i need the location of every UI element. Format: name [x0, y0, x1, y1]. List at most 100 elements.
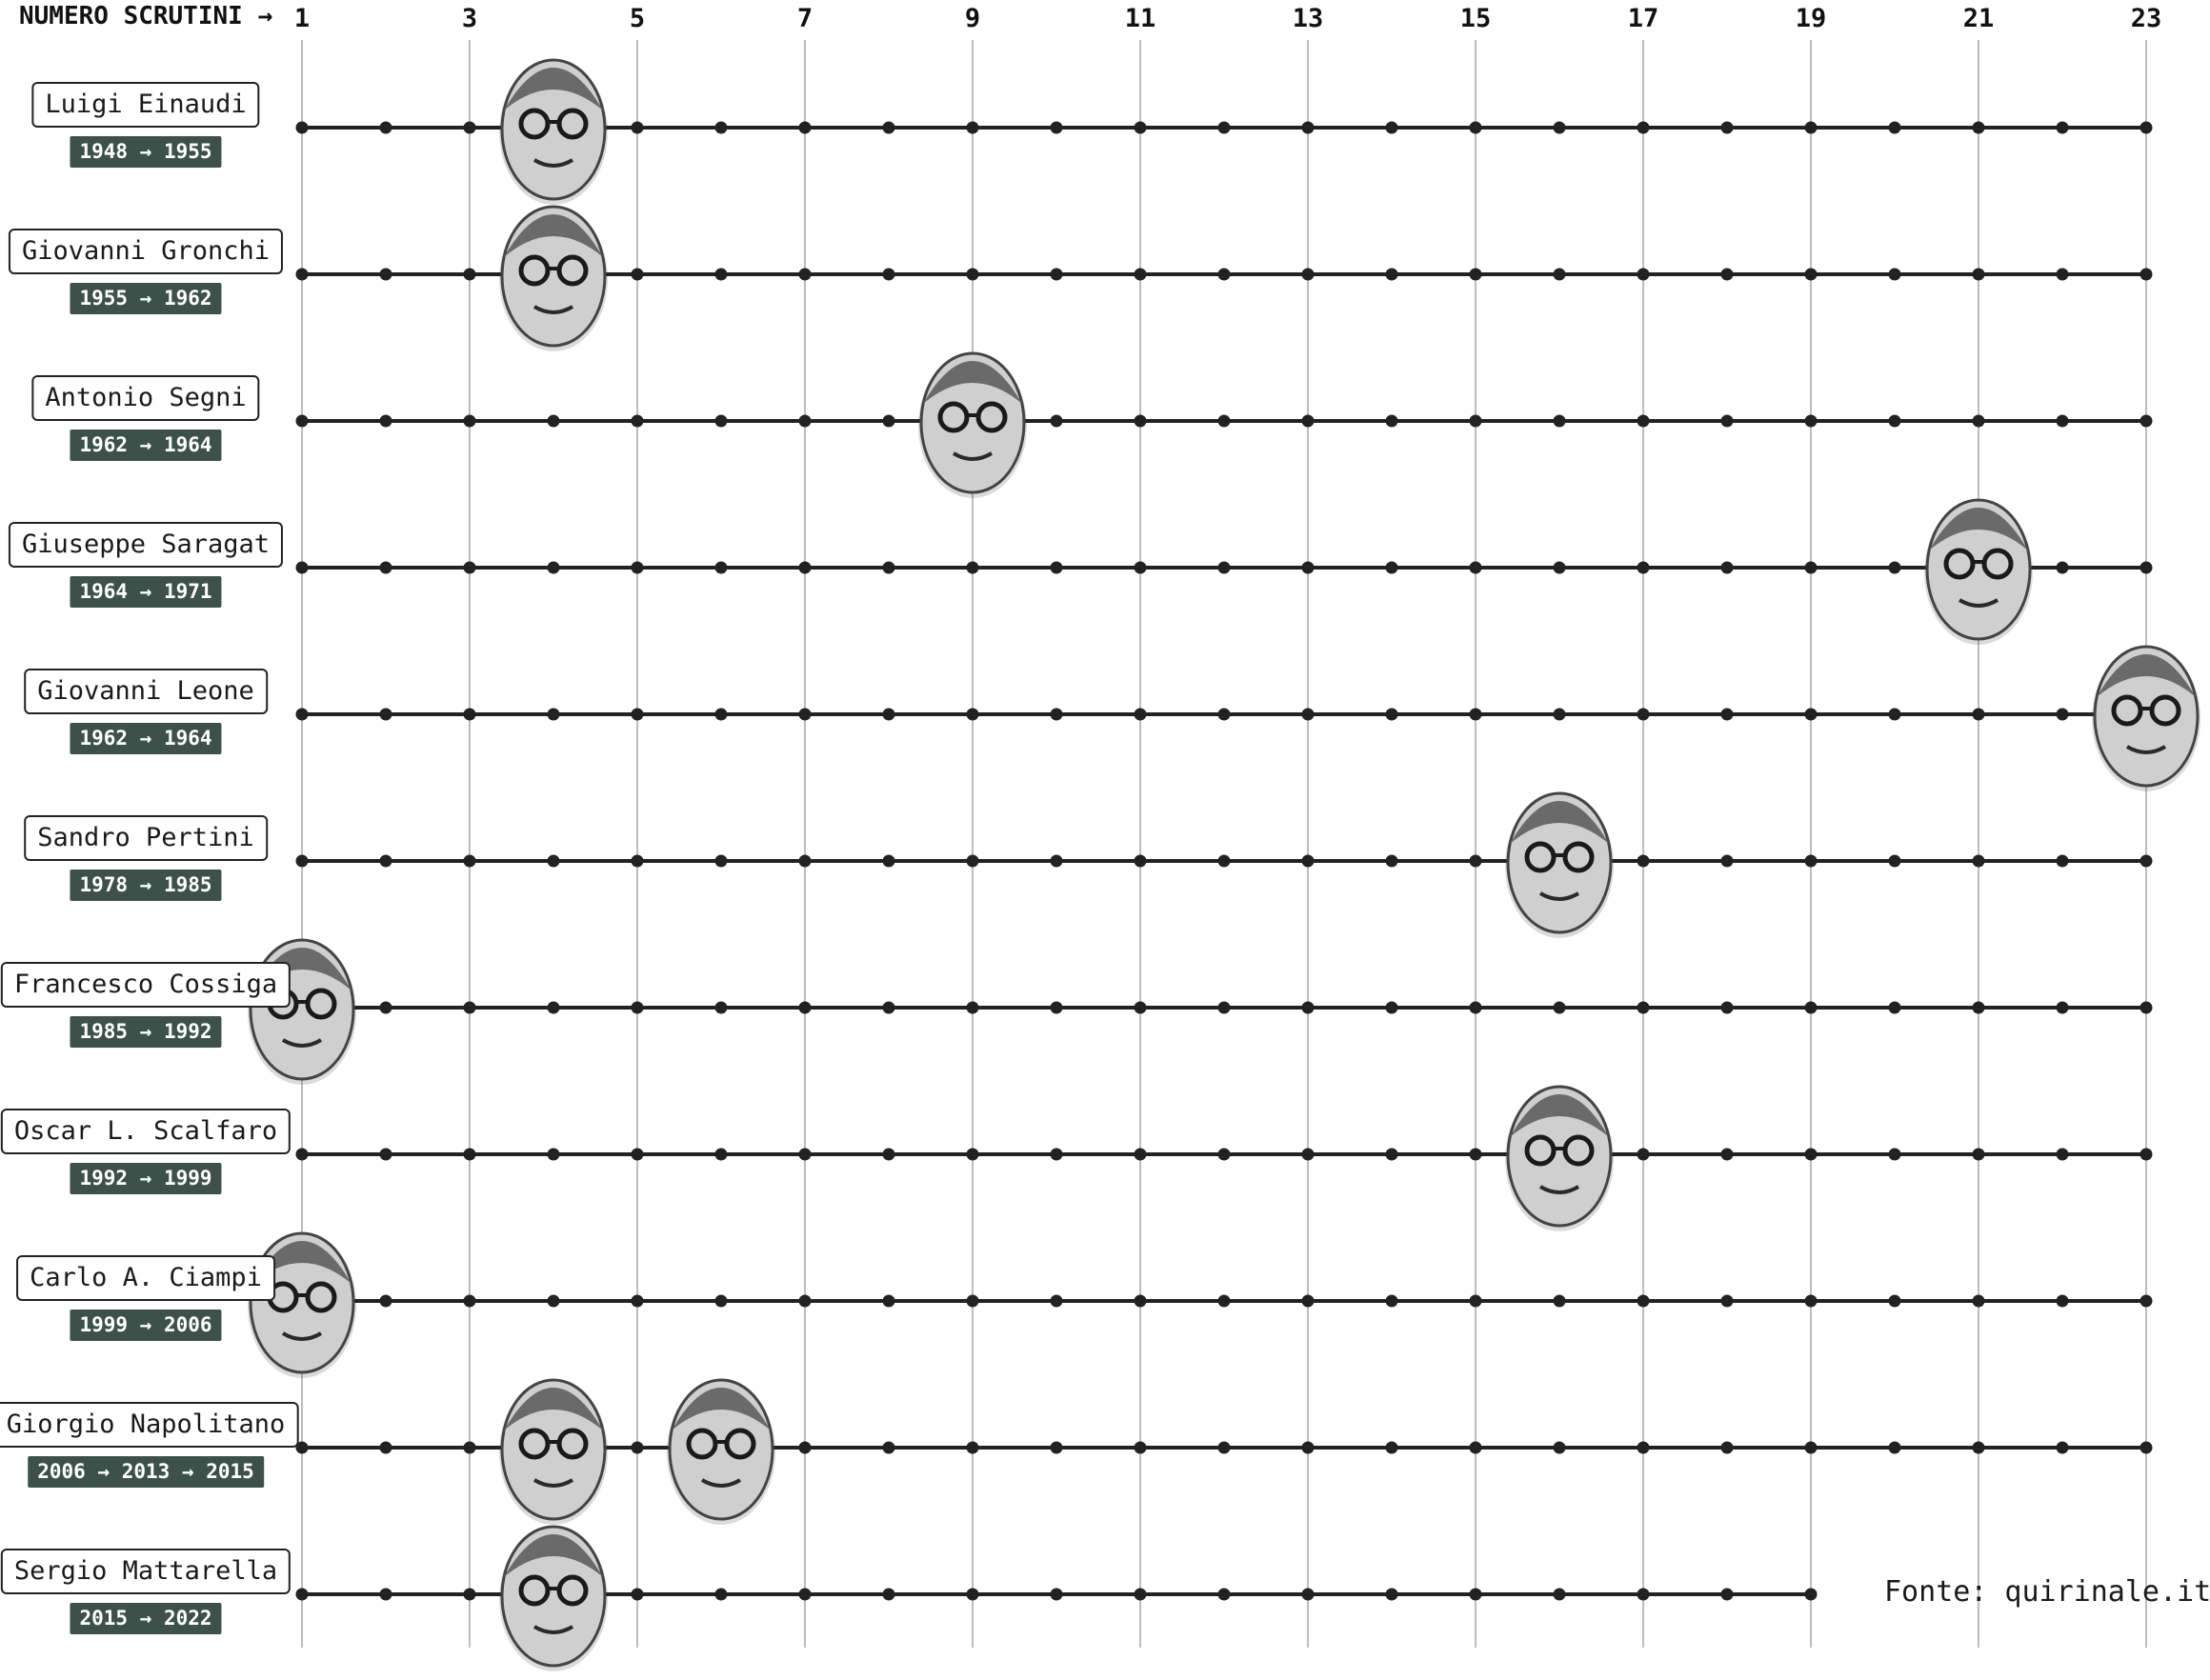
ballot-dot [799, 415, 812, 428]
ballot-dot [296, 855, 309, 868]
ballot-dot [1386, 1589, 1398, 1601]
ballot-dot [1721, 855, 1734, 868]
ballot-dot [2140, 562, 2153, 574]
ballot-dot [1889, 269, 1901, 281]
ballot-dot [1135, 562, 1147, 574]
ballot-dot [1302, 415, 1315, 428]
president-name: Giorgio Napolitano [0, 1402, 298, 1448]
ballot-dot [1637, 709, 1650, 721]
ballot-dot [464, 122, 476, 134]
ballot-dot [1302, 1589, 1315, 1601]
ballot-dot [1386, 1442, 1398, 1454]
ballot-dot [1051, 1002, 1063, 1014]
ballot-dot [1302, 1295, 1315, 1308]
ballot-dot [464, 1589, 476, 1601]
ballot-dot [1470, 562, 1482, 574]
ballot-dot [1135, 855, 1147, 868]
ballot-dot [548, 1295, 560, 1308]
ballot-dot [1805, 562, 1818, 574]
ballot-dot [1805, 1002, 1818, 1014]
ballot-dot [1889, 1002, 1901, 1014]
ballot-dot [1135, 709, 1147, 721]
portrait-icon [1924, 500, 2033, 645]
ballot-dot [715, 1589, 728, 1601]
portrait-icon [499, 60, 608, 205]
president-name: Giovanni Leone [24, 669, 268, 714]
ballot-dot [1135, 1442, 1147, 1454]
ballot-dot [715, 562, 728, 574]
ballot-dot [464, 415, 476, 428]
ballot-dot [1051, 122, 1063, 134]
portrait-icon [499, 207, 608, 351]
ballot-dot [632, 562, 644, 574]
ballot-dot [296, 415, 309, 428]
ballot-dot [380, 1589, 392, 1601]
ballot-dot [883, 122, 895, 134]
ballot-dot [799, 1002, 812, 1014]
ballot-dot [1218, 562, 1231, 574]
ballot-dot [2140, 1149, 2153, 1161]
ballot-dot [1721, 122, 1734, 134]
ballot-dot [632, 122, 644, 134]
ballot-dot [464, 1295, 476, 1308]
ballot-dot [2140, 1442, 2153, 1454]
ballot-dot [464, 709, 476, 721]
ballot-dot [1637, 855, 1650, 868]
ballot-dot [1051, 855, 1063, 868]
ballot-dot [1302, 1002, 1315, 1014]
ballot-dot [2057, 1149, 2069, 1161]
ballot-dot [1218, 269, 1231, 281]
ballot-dot [715, 855, 728, 868]
ballot-dot [548, 855, 560, 868]
ballot-dot [1554, 122, 1566, 134]
ballot-dot [464, 562, 476, 574]
ballot-dot [799, 855, 812, 868]
ballot-dot [548, 709, 560, 721]
ballot-dot [967, 1442, 979, 1454]
ballot-dot [1889, 1442, 1901, 1454]
president-name: Sergio Mattarella [1, 1549, 291, 1594]
ballot-dot [1721, 1295, 1734, 1308]
ballot-dot [548, 1002, 560, 1014]
president-name: Oscar L. Scalfaro [1, 1109, 291, 1154]
ballot-dot [296, 709, 309, 721]
ballot-dot [883, 1589, 895, 1601]
ballot-dot [1051, 1442, 1063, 1454]
ballot-dot [1805, 1442, 1818, 1454]
ballot-dot [1554, 709, 1566, 721]
president-name: Carlo A. Ciampi [16, 1255, 275, 1301]
ballot-dot [883, 562, 895, 574]
ballot-dot [1637, 1589, 1650, 1601]
ballot-dot [296, 1589, 309, 1601]
ballot-dot [380, 709, 392, 721]
ballot-dot [548, 415, 560, 428]
ballot-dot [1637, 269, 1650, 281]
ballot-dot [2140, 415, 2153, 428]
term-badge: 1962 → 1964 [70, 723, 221, 754]
ballot-dot [883, 269, 895, 281]
ballot-dot [632, 1442, 644, 1454]
ballot-dot [1889, 122, 1901, 134]
ballot-dot [464, 1442, 476, 1454]
ballot-dot [1973, 855, 1985, 868]
ballot-dot [1470, 709, 1482, 721]
ballot-dot [1135, 1002, 1147, 1014]
x-tick-label: 11 [1125, 4, 1156, 33]
ballot-dot [1805, 1295, 1818, 1308]
ballot-dot [464, 1002, 476, 1014]
ballot-dot [1302, 269, 1315, 281]
ballot-dot [2057, 562, 2069, 574]
ballot-dot [967, 1589, 979, 1601]
ballot-dot [1554, 1589, 1566, 1601]
portrait-icon [1505, 1087, 1614, 1231]
ballot-dot [1637, 1002, 1650, 1014]
ballot-dot [1470, 1002, 1482, 1014]
x-tick-label: 5 [630, 4, 645, 33]
ballot-dot [1721, 1442, 1734, 1454]
ballot-dot [464, 855, 476, 868]
ballot-dot [1386, 709, 1398, 721]
ballot-dot [967, 1002, 979, 1014]
ballot-dot [1386, 1002, 1398, 1014]
ballot-dot [1637, 1295, 1650, 1308]
ballot-dot [632, 1295, 644, 1308]
